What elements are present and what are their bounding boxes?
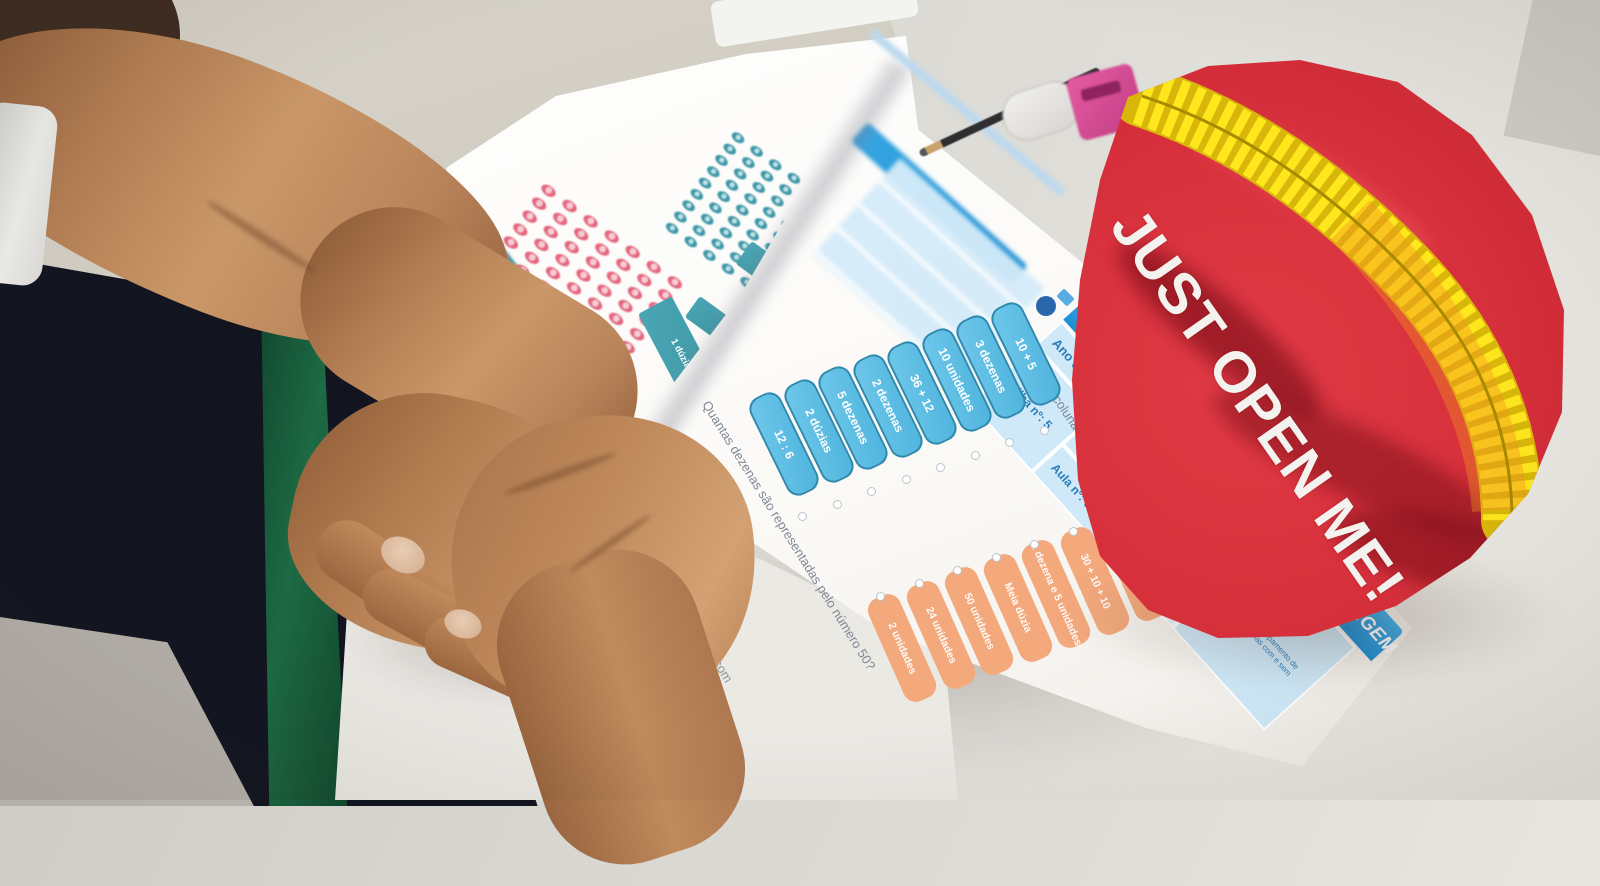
orange-pill-label: 50 unidades [961,590,997,652]
connection-dot [936,462,945,472]
blue-pill-label: 36 + 12 [906,371,938,415]
orange-pill-label: Meia dúzia [1001,580,1034,635]
blue-pill-label: 2 dúzias [801,406,836,456]
connection-dot [914,579,924,588]
connection-dot [1068,527,1078,536]
connection-dot [1005,438,1014,448]
connection-dot [1030,540,1039,549]
connection-dot [901,475,911,485]
connection-dot [867,487,876,497]
orange-pill-label: 2 unidades [885,620,919,676]
orange-pill-label: 24 unidades [922,604,959,665]
connection-dot [991,553,1001,562]
publisher-logo-icon [1036,296,1056,316]
zipper-icon [1111,65,1543,551]
blue-pill-label: 12 : 6 [770,427,798,461]
connection-dot [832,499,842,509]
red-pencil-case: JUST OPEN ME! [1072,60,1564,638]
connection-dot [953,566,962,575]
connection-dot [970,450,980,460]
connection-dot [798,512,807,521]
blue-pill-label: 10 + 5 [1011,336,1040,373]
connection-dot [876,592,885,601]
connection-dot [1039,425,1049,435]
